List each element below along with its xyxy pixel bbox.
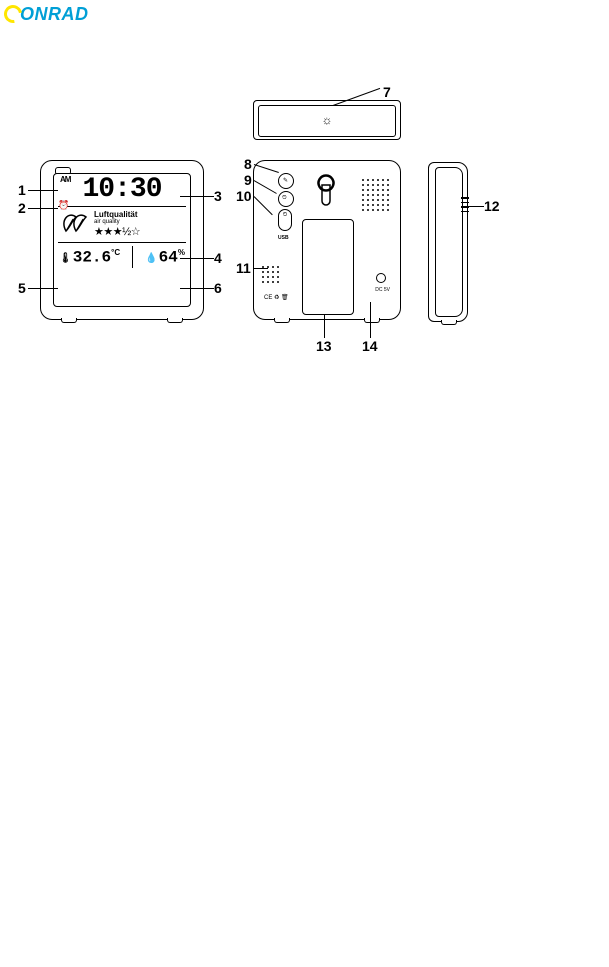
am-pm-indicator: AM [60,176,70,184]
callout-12: 12 [484,198,500,214]
leaf-icon [58,209,94,240]
back-control-9: ⏲ [278,191,294,207]
thermometer-icon: 🌡 [59,253,72,264]
time-display: 10:30 [82,174,161,205]
brand-name: ONRAD [20,4,89,25]
device-top-view: ☼ [253,100,401,140]
callout-7: 7 [383,84,391,100]
callout-13: 13 [316,338,332,354]
callout-2: 2 [18,200,26,216]
temperature-value: 32.6 [73,248,111,266]
callout-9: 9 [244,172,252,188]
dc-label: DC 5V [375,288,390,293]
ventilation-grille [362,179,390,213]
logo-c-icon [4,5,24,25]
certification-icons: CE ♻ 🗑 [264,294,289,301]
product-diagram: ☼ 7 AM 10:30 ⏰ [0,70,609,390]
humidity-icon: 💧 [145,253,157,264]
air-quality-stars: ★★★½☆ [94,225,186,238]
device-front-view: AM 10:30 ⏰ Luftqualität air quality [40,160,204,320]
usb-label: USB [278,235,289,241]
callout-4: 4 [214,250,222,266]
backlight-icon: ☼ [322,113,333,127]
device-side-view [428,162,468,322]
callout-3: 3 [214,188,222,204]
back-control-8: ✎ [278,173,294,189]
device-back-view: ✎ ⏲ ⏲ USB CE [253,160,401,320]
dc-port [376,273,386,283]
callout-6: 6 [214,280,222,296]
humidity-unit: % [178,248,185,257]
brand-logo: ONRAD [4,4,89,25]
alarm-icon: ⏰ [58,202,68,211]
callout-8: 8 [244,156,252,172]
temperature-unit: °C [111,248,120,257]
callout-14: 14 [362,338,378,354]
humidity-value: 64 [159,248,178,266]
callout-5: 5 [18,280,26,296]
callout-1: 1 [18,182,26,198]
wall-mount-keyhole [314,173,338,207]
callout-11: 11 [236,260,251,276]
battery-compartment [302,219,354,315]
back-control-10: ⏲ [278,209,292,231]
lcd-screen: AM 10:30 ⏰ Luftqualität air quality [53,173,191,307]
callout-10: 10 [236,188,252,204]
air-quality-label-de: Luftqualität [94,211,186,219]
